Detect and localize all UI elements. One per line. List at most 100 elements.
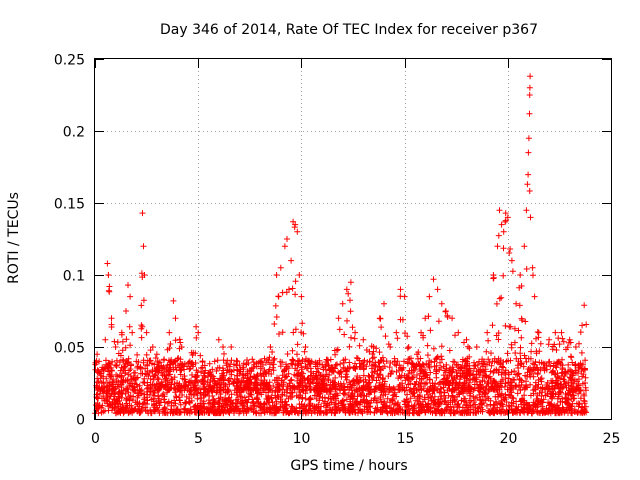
data-point xyxy=(334,361,340,368)
data-point xyxy=(186,407,193,414)
data-point xyxy=(504,214,511,221)
data-point xyxy=(118,364,125,371)
data-point xyxy=(379,354,386,361)
data-point xyxy=(316,397,323,404)
data-point xyxy=(422,371,429,378)
data-point xyxy=(463,402,469,409)
data-point xyxy=(500,228,507,235)
data-point xyxy=(226,381,233,388)
data-point xyxy=(527,73,534,80)
data-point xyxy=(414,372,420,378)
data-point xyxy=(168,375,175,382)
data-point xyxy=(225,377,232,383)
data-point xyxy=(118,372,125,379)
data-point xyxy=(271,403,278,410)
data-point xyxy=(464,373,471,380)
data-point xyxy=(292,326,299,333)
data-point xyxy=(169,410,176,417)
data-point xyxy=(298,293,305,300)
y-tick-label: 0.1 xyxy=(63,269,85,285)
data-point xyxy=(143,329,150,336)
data-point xyxy=(376,349,383,356)
data-point xyxy=(438,343,445,350)
data-point xyxy=(526,84,533,91)
data-point xyxy=(189,372,195,378)
data-point xyxy=(154,387,161,394)
data-point xyxy=(326,407,333,414)
data-point xyxy=(401,410,408,417)
data-point xyxy=(106,283,113,290)
data-point xyxy=(261,355,268,362)
data-point xyxy=(307,395,314,401)
data-point xyxy=(141,391,147,398)
data-point xyxy=(531,293,538,300)
data-point xyxy=(581,365,588,372)
data-point xyxy=(463,372,470,379)
data-point xyxy=(214,357,221,364)
data-point xyxy=(470,393,477,400)
data-point xyxy=(151,361,158,368)
data-point xyxy=(109,367,115,374)
data-point xyxy=(485,388,492,395)
data-point xyxy=(194,395,201,402)
data-point xyxy=(412,381,419,388)
data-point xyxy=(463,336,470,343)
data-point xyxy=(474,381,481,388)
data-point xyxy=(177,401,184,408)
data-point xyxy=(457,364,464,371)
data-point xyxy=(202,367,209,374)
data-point xyxy=(178,344,185,350)
data-point xyxy=(262,369,269,376)
data-point xyxy=(325,377,332,384)
data-point xyxy=(322,409,328,416)
data-point xyxy=(525,355,532,362)
data-point xyxy=(565,339,572,346)
data-point xyxy=(150,373,157,380)
data-point xyxy=(108,373,115,380)
data-point xyxy=(193,374,200,381)
data-point xyxy=(118,387,125,394)
data-point xyxy=(161,383,168,390)
data-point xyxy=(283,361,289,368)
x-tick-label: 0 xyxy=(91,431,100,447)
data-point xyxy=(268,395,275,402)
data-point xyxy=(406,387,413,394)
data-point xyxy=(468,386,474,393)
data-point xyxy=(102,336,109,343)
data-point xyxy=(575,376,582,383)
data-point xyxy=(347,308,354,315)
data-point xyxy=(476,372,483,378)
data-point xyxy=(270,364,276,371)
data-point xyxy=(418,380,425,387)
data-point xyxy=(200,400,207,407)
data-point xyxy=(545,359,552,366)
data-point xyxy=(225,409,232,416)
data-point xyxy=(514,409,521,416)
data-point xyxy=(114,373,121,380)
data-point xyxy=(502,322,509,329)
data-point xyxy=(347,409,354,416)
data-point xyxy=(213,385,220,392)
data-point xyxy=(147,357,154,364)
data-point xyxy=(541,386,548,393)
data-point xyxy=(376,315,383,322)
data-point xyxy=(329,379,336,386)
data-point xyxy=(114,383,121,390)
data-point xyxy=(517,272,524,278)
data-point xyxy=(547,363,554,370)
data-point xyxy=(279,399,286,406)
data-point xyxy=(446,385,453,392)
data-point xyxy=(220,357,227,364)
data-point xyxy=(171,374,178,381)
data-point xyxy=(371,368,378,375)
data-point xyxy=(300,330,307,337)
data-point xyxy=(297,373,304,380)
data-point xyxy=(412,397,419,404)
data-point xyxy=(115,393,122,400)
data-point xyxy=(492,379,499,386)
data-point xyxy=(166,345,173,352)
data-point xyxy=(559,366,566,373)
data-point xyxy=(374,367,381,374)
data-point xyxy=(100,385,106,391)
data-point xyxy=(410,405,417,412)
